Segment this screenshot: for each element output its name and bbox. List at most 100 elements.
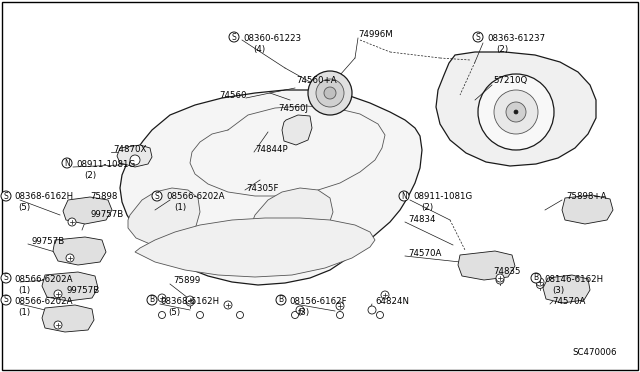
Text: (1): (1) <box>18 308 30 317</box>
Text: S: S <box>4 273 8 282</box>
Circle shape <box>158 294 166 302</box>
Circle shape <box>494 90 538 134</box>
Circle shape <box>478 74 554 150</box>
Text: 08146-6162H: 08146-6162H <box>544 275 603 284</box>
Text: 08156-6162F: 08156-6162F <box>289 297 347 306</box>
Text: 74844P: 74844P <box>255 145 287 154</box>
Text: 74835: 74835 <box>493 267 520 276</box>
Text: S: S <box>232 32 236 42</box>
Polygon shape <box>42 305 94 332</box>
Text: 74560: 74560 <box>219 91 246 100</box>
Circle shape <box>496 274 504 282</box>
Text: 74560+A: 74560+A <box>296 76 337 85</box>
Text: 74570A: 74570A <box>552 297 586 306</box>
Text: 08911-1081G: 08911-1081G <box>76 160 135 169</box>
Text: 08566-6202A: 08566-6202A <box>14 297 72 306</box>
Polygon shape <box>63 197 112 224</box>
Circle shape <box>308 71 352 115</box>
Circle shape <box>1 191 11 201</box>
Circle shape <box>54 321 62 329</box>
Text: 08360-61223: 08360-61223 <box>243 34 301 43</box>
Circle shape <box>147 295 157 305</box>
Polygon shape <box>543 275 590 303</box>
Circle shape <box>186 298 194 306</box>
Text: (1): (1) <box>18 286 30 295</box>
Circle shape <box>54 290 62 298</box>
Circle shape <box>186 296 194 304</box>
Text: 74570A: 74570A <box>408 249 442 258</box>
Polygon shape <box>282 115 312 145</box>
Text: B: B <box>149 295 155 305</box>
Text: 99757B: 99757B <box>90 210 124 219</box>
Circle shape <box>531 273 541 283</box>
Text: 74996M: 74996M <box>358 30 393 39</box>
Circle shape <box>506 102 526 122</box>
Text: (3): (3) <box>552 286 564 295</box>
Circle shape <box>224 301 232 309</box>
Circle shape <box>376 311 383 318</box>
Text: 74834: 74834 <box>408 215 435 224</box>
Circle shape <box>473 32 483 42</box>
Circle shape <box>159 311 166 318</box>
Circle shape <box>62 158 72 168</box>
Text: S: S <box>155 192 159 201</box>
Circle shape <box>324 87 336 99</box>
Circle shape <box>130 155 140 165</box>
Text: 57210Q: 57210Q <box>493 76 527 85</box>
Circle shape <box>66 254 74 262</box>
Text: 64824N: 64824N <box>375 297 409 306</box>
Circle shape <box>1 295 11 305</box>
Circle shape <box>536 282 543 289</box>
Circle shape <box>381 291 389 299</box>
Circle shape <box>291 311 298 318</box>
Polygon shape <box>253 188 333 244</box>
Text: (5): (5) <box>168 308 180 317</box>
Text: 74870X: 74870X <box>113 145 147 154</box>
Circle shape <box>196 311 204 318</box>
Polygon shape <box>53 237 106 265</box>
Circle shape <box>276 295 286 305</box>
Polygon shape <box>436 52 596 166</box>
Polygon shape <box>120 90 422 285</box>
Text: 75898+A: 75898+A <box>566 192 607 201</box>
Text: 08363-61237: 08363-61237 <box>487 34 545 43</box>
Text: 08368-6162H: 08368-6162H <box>160 297 219 306</box>
Text: (1): (1) <box>174 203 186 212</box>
Text: 99757B: 99757B <box>66 286 99 295</box>
Text: B: B <box>278 295 284 305</box>
Text: S: S <box>476 32 481 42</box>
Text: 08566-6202A: 08566-6202A <box>14 275 72 284</box>
Circle shape <box>496 276 504 284</box>
Circle shape <box>337 311 344 318</box>
Text: N: N <box>401 192 407 201</box>
Text: 08911-1081G: 08911-1081G <box>413 192 472 201</box>
Text: S: S <box>4 192 8 201</box>
Text: (4): (4) <box>253 45 265 54</box>
Polygon shape <box>562 195 613 224</box>
Text: (2): (2) <box>84 171 96 180</box>
Circle shape <box>296 306 304 314</box>
Circle shape <box>368 306 376 314</box>
Circle shape <box>1 273 11 283</box>
Circle shape <box>316 79 344 107</box>
Text: 08368-6162H: 08368-6162H <box>14 192 73 201</box>
Text: B: B <box>533 273 539 282</box>
Text: 75899: 75899 <box>173 276 200 285</box>
Text: 99757B: 99757B <box>31 237 64 246</box>
Circle shape <box>399 191 409 201</box>
Text: S: S <box>4 295 8 305</box>
Circle shape <box>152 191 162 201</box>
Circle shape <box>237 311 243 318</box>
Text: (2): (2) <box>421 203 433 212</box>
Text: SC470006: SC470006 <box>572 348 616 357</box>
Polygon shape <box>458 251 515 280</box>
Text: (5): (5) <box>18 203 30 212</box>
Circle shape <box>536 278 544 286</box>
Text: 74305F: 74305F <box>246 184 278 193</box>
Text: 08566-6202A: 08566-6202A <box>166 192 225 201</box>
Polygon shape <box>128 188 200 244</box>
Text: N: N <box>64 158 70 167</box>
Text: 75898: 75898 <box>90 192 117 201</box>
Polygon shape <box>135 218 375 277</box>
Circle shape <box>68 218 76 226</box>
